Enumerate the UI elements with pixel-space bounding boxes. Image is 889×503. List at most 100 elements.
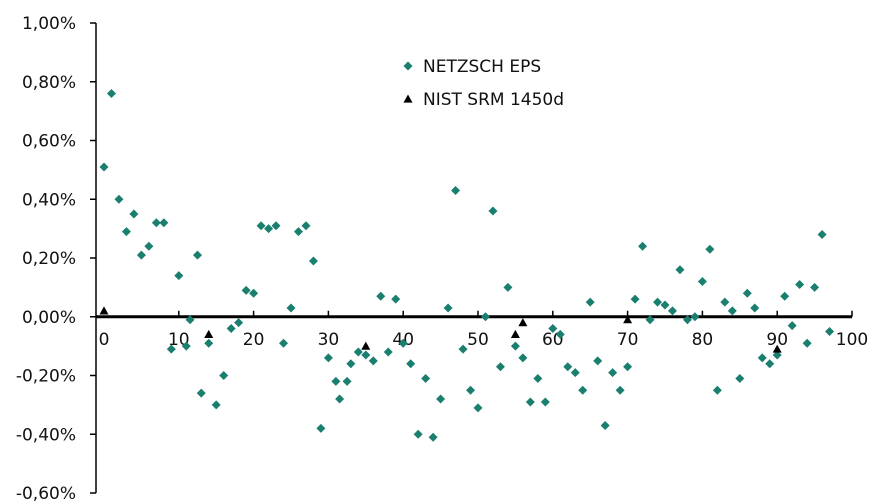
data-point — [675, 265, 685, 275]
data-point — [742, 288, 752, 298]
data-point — [451, 185, 461, 195]
data-point — [630, 294, 640, 304]
data-point — [623, 362, 633, 372]
data-point — [346, 359, 356, 369]
y-tick-label: 0,80% — [22, 73, 76, 93]
legend-item: NIST SRM 1450d — [403, 90, 564, 110]
data-point — [331, 376, 341, 386]
data-point — [585, 297, 595, 307]
data-point — [593, 356, 603, 366]
data-point — [466, 385, 476, 395]
y-tick-label: 0,20% — [22, 249, 76, 269]
data-point — [772, 350, 782, 360]
legend-label: NETZSCH EPS — [423, 57, 541, 77]
data-point — [136, 250, 146, 260]
data-point — [802, 338, 812, 348]
data-point — [144, 241, 154, 251]
data-point — [480, 312, 490, 322]
data-point — [181, 341, 191, 351]
y-tick-label: -0,40% — [16, 425, 76, 445]
data-point — [279, 338, 289, 348]
data-point — [361, 350, 371, 360]
legend-marker — [403, 61, 413, 71]
data-point — [765, 359, 775, 369]
data-point — [211, 400, 221, 410]
data-point — [428, 432, 438, 442]
data-point — [398, 338, 408, 348]
data-point — [151, 218, 161, 228]
data-point — [391, 294, 401, 304]
data-point — [185, 315, 195, 325]
data-point — [264, 224, 274, 234]
x-tick-label: 70 — [617, 330, 639, 350]
data-point — [825, 326, 835, 336]
data-point — [705, 244, 715, 254]
data-point — [114, 194, 124, 204]
data-point — [316, 423, 326, 433]
data-point — [555, 329, 565, 339]
legend-item: NETZSCH EPS — [403, 57, 541, 77]
data-point — [510, 341, 520, 351]
plot-area — [99, 89, 835, 442]
data-point — [682, 315, 692, 325]
data-point — [750, 303, 760, 313]
x-tick-label: 30 — [318, 330, 340, 350]
data-point — [293, 227, 303, 237]
data-point — [503, 282, 513, 292]
data-point — [286, 303, 296, 313]
data-point — [421, 373, 431, 383]
data-point — [653, 297, 663, 307]
data-point — [256, 221, 266, 231]
data-point — [727, 306, 737, 316]
data-point — [533, 373, 543, 383]
legend-label: NIST SRM 1450d — [423, 90, 564, 110]
data-point — [249, 288, 259, 298]
data-point — [436, 394, 446, 404]
data-point — [271, 221, 281, 231]
data-point — [342, 376, 352, 386]
data-point — [204, 338, 214, 348]
data-point — [638, 241, 648, 251]
data-point — [376, 291, 386, 301]
x-tick-label: 80 — [692, 330, 714, 350]
data-point — [335, 394, 345, 404]
data-point — [226, 324, 236, 333]
data-point — [518, 353, 528, 363]
legend-marker — [403, 94, 413, 103]
y-tick-label: 1,00% — [22, 14, 76, 34]
data-point — [548, 324, 558, 333]
data-point — [623, 315, 633, 324]
y-tick-label: -0,20% — [16, 367, 76, 387]
data-point — [323, 353, 333, 363]
data-point — [735, 373, 745, 383]
data-point — [129, 209, 139, 219]
data-point — [757, 353, 767, 363]
data-point — [166, 344, 176, 354]
data-point — [563, 362, 573, 372]
data-point — [301, 221, 311, 231]
data-point — [106, 89, 116, 98]
data-point — [234, 318, 244, 328]
data-point — [578, 385, 588, 395]
data-point — [473, 403, 483, 413]
data-point — [720, 297, 730, 307]
data-point — [361, 341, 371, 350]
data-point — [99, 306, 109, 315]
data-point — [697, 277, 707, 286]
data-point — [780, 291, 790, 301]
data-point — [510, 329, 520, 338]
x-tick-label: 50 — [467, 330, 489, 350]
data-point — [241, 285, 251, 295]
data-point — [99, 162, 109, 172]
data-point — [219, 371, 229, 380]
data-point — [174, 271, 184, 281]
data-point — [540, 397, 550, 407]
data-point — [795, 279, 805, 289]
legend: NETZSCH EPS NIST SRM 1450d — [403, 57, 564, 110]
data-point — [488, 206, 498, 216]
data-point — [817, 230, 827, 239]
data-point — [443, 303, 453, 313]
series-nist-srm-1450d — [99, 306, 782, 353]
data-point — [353, 347, 363, 357]
